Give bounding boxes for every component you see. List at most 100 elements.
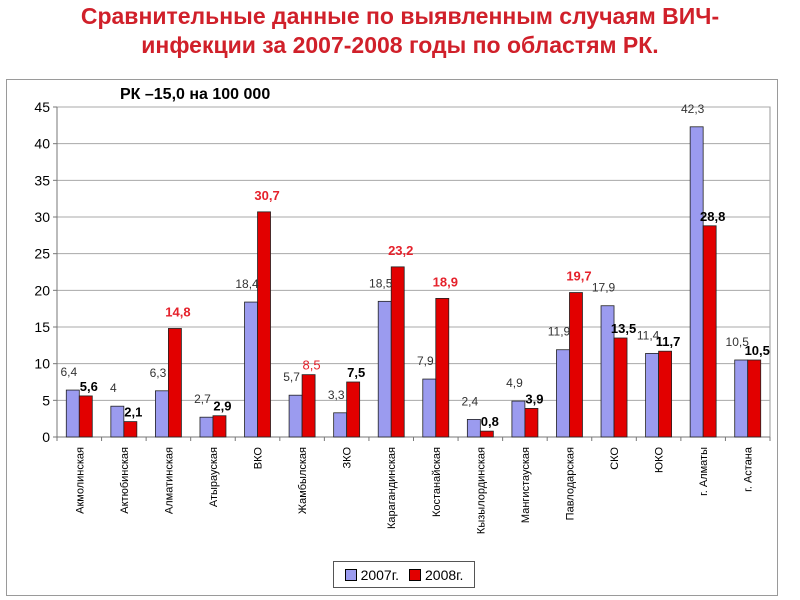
bar-2008	[78, 395, 93, 438]
y-tick-label: 20	[34, 282, 50, 298]
bar-2008	[479, 430, 494, 438]
data-label-2008: 28,8	[700, 209, 725, 224]
legend-swatch-2008	[409, 568, 421, 581]
data-label-2008: 0,8	[481, 414, 499, 429]
category-label: г. Алматы	[698, 447, 710, 496]
title-line-2: инфекции за 2007-2008 годы по областям Р…	[141, 32, 659, 58]
data-label-2007: 6,3	[150, 366, 167, 380]
bar-2008	[346, 381, 361, 438]
data-label-2007: 5,7	[283, 370, 300, 384]
category-label: СКО	[609, 447, 621, 470]
chart-frame: 0 5 10 15 20 25 30 35 40 45 6,4 5,6 Акмолинская 4 2,1 А…	[6, 79, 778, 596]
data-label-2007: 3,3	[328, 388, 345, 402]
data-label-2007: 18,4	[235, 277, 259, 291]
data-label-2007: 4	[110, 381, 117, 395]
data-label-2007: 6,4	[60, 365, 77, 379]
y-tick-label: 0	[42, 429, 50, 445]
data-label-2008: 30,7	[254, 188, 279, 203]
category-label: Карагандинская	[386, 447, 398, 529]
data-label-2008: 19,7	[566, 269, 591, 284]
legend-item-2007: 2007г.	[344, 566, 399, 583]
bar-2007	[689, 126, 704, 438]
data-label-2008: 3,9	[525, 391, 543, 406]
category-label: ВКО	[253, 447, 265, 470]
bar-2007	[65, 389, 80, 438]
bar-2007	[377, 300, 392, 438]
bar-2007	[288, 394, 303, 438]
title-line-1: Сравнительные данные по выявленным случа…	[80, 3, 720, 29]
rk-average-note: РК –15,0 на 100 000	[120, 86, 271, 103]
y-tick-label: 15	[34, 319, 50, 335]
bar-2008	[747, 359, 762, 438]
bar-2007	[511, 400, 526, 438]
data-label-2008: 2,1	[124, 405, 142, 420]
data-label-2007: 10,5	[726, 335, 750, 349]
bar-2007	[199, 416, 214, 438]
bar-2007	[333, 412, 348, 438]
legend-item-2008: 2008г.	[409, 567, 463, 583]
category-label: Мангистауская	[520, 447, 532, 523]
data-label-2007: 4,9	[506, 376, 523, 390]
data-label-2008: 18,9	[433, 274, 458, 289]
bar-2007	[645, 352, 659, 438]
data-label-2008: 23,2	[388, 243, 413, 258]
category-label: Костанайская	[431, 447, 443, 517]
bar-2008	[569, 292, 583, 438]
bar-2007	[734, 359, 749, 438]
y-tick-label: 35	[34, 172, 50, 188]
data-label-2007: 2,4	[462, 394, 479, 408]
y-tick-label: 30	[34, 209, 50, 225]
data-label-2008: 8,5	[303, 358, 321, 373]
category-label: Атырауская	[208, 447, 220, 507]
data-label-2008: 10,5	[745, 343, 770, 358]
data-label-2008: 2,9	[213, 399, 231, 414]
bar-2007	[155, 390, 169, 438]
bar-2008	[168, 328, 182, 438]
bar-2008	[123, 421, 138, 438]
data-label-2007: 11,4	[637, 328, 660, 342]
y-tick-label: 5	[42, 392, 50, 408]
bar-2007	[556, 349, 570, 438]
bar-2008	[301, 374, 316, 438]
data-label-2008: 13,5	[611, 321, 636, 336]
category-label: ЮКО	[654, 447, 666, 473]
slide-title: Сравнительные данные по выявленным случа…	[0, 2, 800, 60]
bar-2007	[466, 418, 481, 438]
bar-chart: 0 5 10 15 20 25 30 35 40 45 6,45,6 Акмолинская 4 2,1 А…	[34, 99, 771, 534]
category-label: Алматинская	[163, 447, 175, 514]
y-tick-label: 10	[34, 356, 50, 372]
category-label: г. Астана	[743, 446, 755, 492]
category-label: Актюбинская	[119, 447, 131, 514]
data-label-2007: 17,9	[592, 281, 616, 295]
bar-2007	[244, 301, 258, 438]
category-label: ЗКО	[342, 447, 354, 469]
data-label-2008: 5,6	[80, 379, 98, 394]
legend-swatch-2007	[344, 568, 357, 581]
chart-legend: 2007г. 2008г.	[333, 561, 475, 588]
bar-2008	[613, 337, 628, 438]
data-label-2007: 18,5	[369, 276, 393, 290]
legend-label-2008: 2008г.	[425, 566, 464, 583]
data-label-2007: 11,9	[548, 325, 571, 339]
legend-label-2007: 2007г.	[360, 566, 399, 583]
category-label: Жамбылская	[297, 447, 309, 514]
bar-2007	[422, 378, 437, 438]
y-tick-label: 40	[34, 136, 50, 152]
category-label: Акмолинская	[74, 447, 86, 514]
bar-2008	[390, 266, 405, 438]
bar-2008	[435, 297, 450, 438]
bar-2008	[658, 350, 672, 438]
bar-2008	[257, 211, 271, 438]
data-label-2008: 14,8	[165, 304, 190, 319]
data-label-2007: 42,3	[681, 102, 705, 116]
category-label: Павлодарская	[564, 447, 576, 520]
bar-2007	[110, 405, 125, 438]
data-label-2008: 11,7	[656, 334, 681, 349]
y-tick-label: 25	[34, 246, 50, 262]
y-tick-label: 45	[34, 99, 50, 115]
bar-2008	[212, 415, 227, 438]
data-label-2008: 7,5	[347, 365, 365, 380]
bar-2008	[702, 225, 717, 438]
bar-2008	[524, 407, 539, 438]
category-label: Кызылординская	[475, 447, 487, 534]
